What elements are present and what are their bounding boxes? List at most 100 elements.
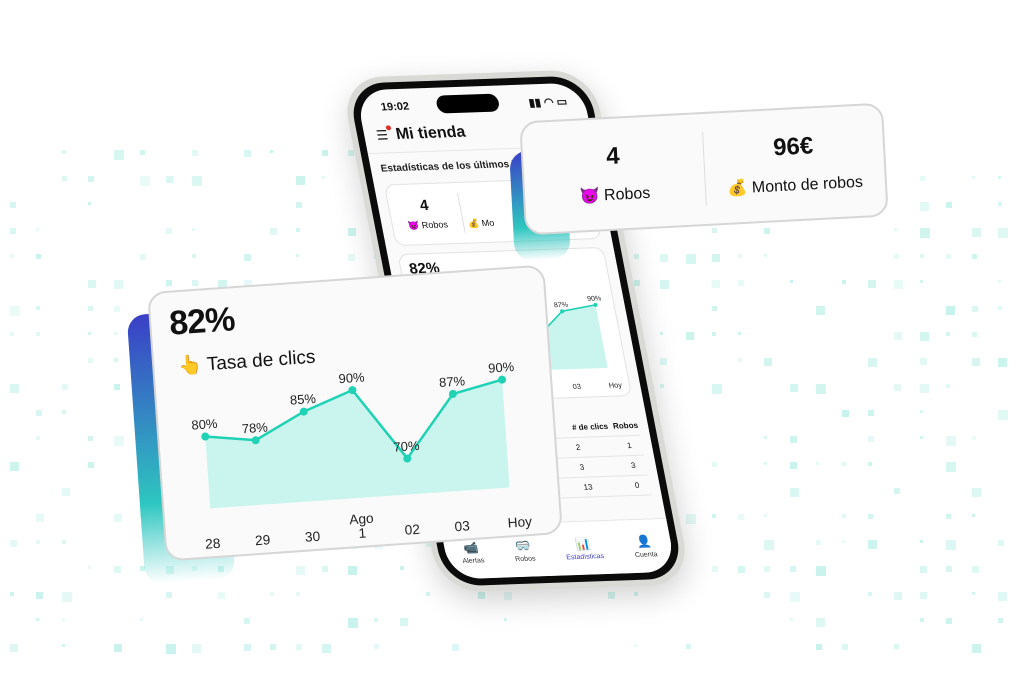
pattern-dot (998, 618, 1003, 623)
pattern-dot (920, 332, 929, 341)
pattern-dot (764, 358, 772, 366)
pattern-dot (62, 150, 66, 154)
pattern-dot (842, 540, 845, 543)
pattern-dot (270, 228, 277, 235)
pattern-dot (998, 306, 1002, 310)
pattern-dot (400, 618, 408, 626)
pattern-dot (10, 592, 14, 596)
pattern-dot (946, 618, 952, 624)
pattern-dot (62, 644, 65, 647)
x-tick-label: 03 (572, 382, 582, 391)
pattern-dot (712, 228, 717, 233)
data-point (251, 436, 260, 445)
pattern-dot (972, 306, 978, 312)
x-tick-label: 1 (358, 526, 367, 541)
pattern-dot (296, 566, 305, 575)
pattern-dot (894, 644, 899, 649)
data-point (403, 454, 412, 463)
pattern-dot (166, 280, 172, 286)
pattern-dot (946, 514, 951, 519)
nav-cuenta[interactable]: 👤 Cuenta (634, 533, 659, 559)
pattern-dot (88, 332, 91, 335)
pattern-dot (166, 176, 173, 183)
pattern-dot (114, 332, 117, 335)
pattern-dot (218, 592, 225, 599)
pattern-dot (920, 618, 924, 622)
pattern-dot (244, 618, 250, 624)
pattern-dot (946, 306, 955, 315)
robos-label: 😈 Robos (407, 219, 449, 231)
user-gear-icon: 👤 (634, 533, 653, 549)
pattern-dot (322, 644, 331, 653)
pattern-dot (218, 280, 227, 289)
pattern-dot (920, 202, 929, 211)
pattern-dot (712, 566, 718, 572)
pattern-dot (36, 254, 41, 259)
pattern-dot (998, 280, 1001, 283)
pattern-dot (972, 332, 977, 337)
pattern-dot (998, 176, 1001, 179)
nav-alertas[interactable]: 📹 Alertas (461, 539, 486, 565)
pattern-dot (322, 176, 325, 179)
pattern-dot (114, 306, 120, 312)
x-tick-label: 03 (454, 518, 470, 534)
pattern-dot (920, 410, 923, 413)
bar-chart-icon: 📊 (573, 536, 592, 551)
nav-estadisticas[interactable]: 📊 Estadísticas (565, 536, 605, 561)
pattern-dot (816, 618, 825, 627)
pattern-dot (738, 280, 744, 286)
robos-count: 4 (418, 197, 431, 215)
pattern-dot (998, 358, 1007, 367)
dynamic-island (435, 93, 501, 114)
pattern-dot (192, 254, 196, 258)
pattern-dot (972, 592, 975, 595)
pattern-dot (36, 514, 44, 522)
pattern-dot (296, 592, 300, 596)
pattern-dot (894, 332, 902, 340)
stats-card: 4 😈 Robos 96€ 💰 Monto de robos (519, 102, 889, 236)
pattern-dot (946, 540, 956, 550)
pattern-dot (244, 280, 252, 288)
pattern-dot (764, 436, 767, 439)
menu-icon[interactable]: ☰ (374, 127, 390, 143)
pattern-dot (166, 228, 172, 234)
pattern-dot (62, 618, 65, 621)
pattern-dot (894, 384, 901, 391)
nav-robos[interactable]: 🥽 Robos (513, 538, 537, 563)
pattern-dot (764, 254, 767, 257)
pattern-dot (842, 644, 848, 650)
pattern-dot (946, 332, 950, 336)
pattern-dot (322, 566, 328, 572)
pattern-dot (920, 566, 927, 573)
pattern-dot (426, 592, 430, 596)
pattern-dot (608, 592, 615, 599)
pattern-dot (140, 566, 145, 571)
pattern-dot (36, 592, 43, 599)
pattern-dot (62, 540, 66, 544)
pattern-dot (946, 462, 956, 472)
data-point (593, 302, 598, 307)
pattern-dot (946, 384, 950, 388)
page-title: Mi tienda (394, 123, 467, 144)
pattern-dot (712, 332, 716, 336)
pattern-dot (10, 202, 16, 208)
data-point (201, 432, 210, 441)
pattern-dot (192, 228, 195, 231)
pattern-dot (946, 566, 952, 572)
pattern-dot (10, 644, 18, 652)
pattern-dot (712, 254, 720, 262)
pattern-dot (10, 540, 17, 547)
pattern-dot (504, 618, 507, 621)
pattern-dot (738, 332, 741, 335)
pattern-dot (374, 644, 379, 649)
data-label: 87% (553, 302, 568, 309)
pattern-dot (88, 202, 91, 205)
pattern-dot (998, 410, 1008, 420)
pattern-dot (816, 644, 822, 650)
pattern-dot (140, 150, 145, 155)
pattern-dot (374, 618, 378, 622)
pattern-dot (348, 228, 356, 236)
status-time: 19:02 (379, 100, 411, 114)
pattern-dot (738, 514, 744, 520)
monto-label: 💰 Mo (466, 217, 496, 229)
